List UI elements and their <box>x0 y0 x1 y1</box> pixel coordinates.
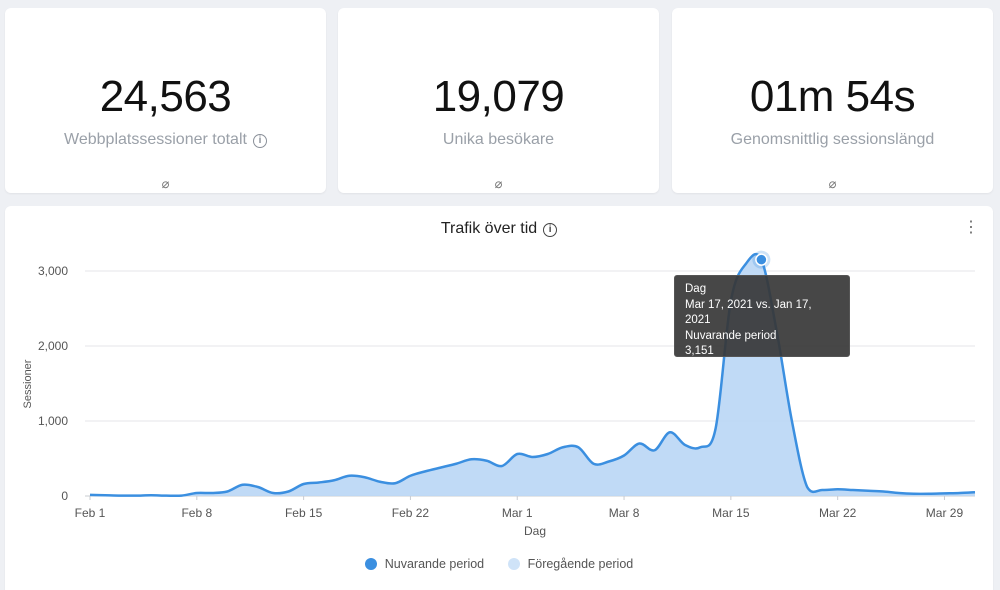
tooltip-series: Nuvarande period <box>685 329 777 342</box>
stat-label-sessions: Webbplatssessioner totalt i <box>5 131 326 149</box>
legend-dot-current <box>364 558 377 570</box>
x-tick-label: Feb 22 <box>392 506 430 520</box>
chart-title: Trafik över tid i <box>5 220 993 238</box>
chart-tooltip: Dag Mar 17, 2021 vs. Jan 17, 2021 Nuvara… <box>674 275 850 357</box>
legend-item-previous[interactable]: Föregående period <box>507 557 633 571</box>
chart-legend: Nuvarande period Föregående period <box>5 557 993 573</box>
x-tick-label: Mar 1 <box>502 506 533 520</box>
legend-dot-previous <box>507 558 520 570</box>
stat-value-sessions: 24,563 <box>99 72 232 121</box>
x-tick-label: Mar 15 <box>712 506 750 520</box>
stat-card-sessions: 24,563 Webbplatssessioner totalt i ⌀ <box>5 8 326 193</box>
tooltip-date: Mar 17, 2021 vs. Jan 17, 2021 <box>685 298 812 327</box>
stat-card-session-length: 01m 54s Genomsnittlig sessionslängd ⌀ <box>672 8 993 193</box>
traffic-chart-card: Trafik över tid i ⋮ 0 1,000 2,000 3,000 Feb 1… <box>5 206 993 590</box>
empty-indicator-icon: ⌀ <box>828 176 837 191</box>
y-axis-title: Sessioner <box>22 359 34 408</box>
empty-indicator-icon: ⌀ <box>161 176 170 191</box>
x-tick-label: Mar 8 <box>609 506 640 520</box>
tooltip-value: 3,151 <box>685 345 714 357</box>
stat-label-unique-visitors: Unika besökare <box>442 131 555 148</box>
x-tick-label: Feb 8 <box>181 506 212 520</box>
stat-card-unique-visitors: 19,079 Unika besökare ⌀ <box>338 8 659 193</box>
legend-item-current[interactable]: Nuvarande period <box>364 557 484 571</box>
series-line-current <box>89 252 976 498</box>
x-tick-label: Mar 29 <box>926 506 964 520</box>
empty-indicator-icon: ⌀ <box>494 176 503 191</box>
x-tick-label: Feb 15 <box>285 506 323 520</box>
x-axis-title: Dag <box>524 524 546 538</box>
x-tick-label: Mar 22 <box>819 506 857 520</box>
x-tick-label: Feb 1 <box>75 506 106 520</box>
stat-label-session-length: Genomsnittlig sessionslängd <box>730 131 935 148</box>
y-tick-label: 0 <box>61 489 68 503</box>
y-tick-label: 2,000 <box>38 339 68 353</box>
info-icon[interactable]: i <box>252 134 267 148</box>
info-icon[interactable]: i <box>543 223 558 237</box>
tooltip-heading: Dag <box>685 283 707 295</box>
y-tick-label: 3,000 <box>38 264 68 278</box>
traffic-chart: 0 1,000 2,000 3,000 Feb 1 Feb 8 Feb 15 Feb 22 Ma… <box>22 250 976 538</box>
y-tick-label: 1,000 <box>38 414 68 428</box>
highlight-point <box>755 253 768 266</box>
stat-value-session-length: 01m 54s <box>749 72 916 121</box>
stat-value-unique-visitors: 19,079 <box>432 72 565 121</box>
